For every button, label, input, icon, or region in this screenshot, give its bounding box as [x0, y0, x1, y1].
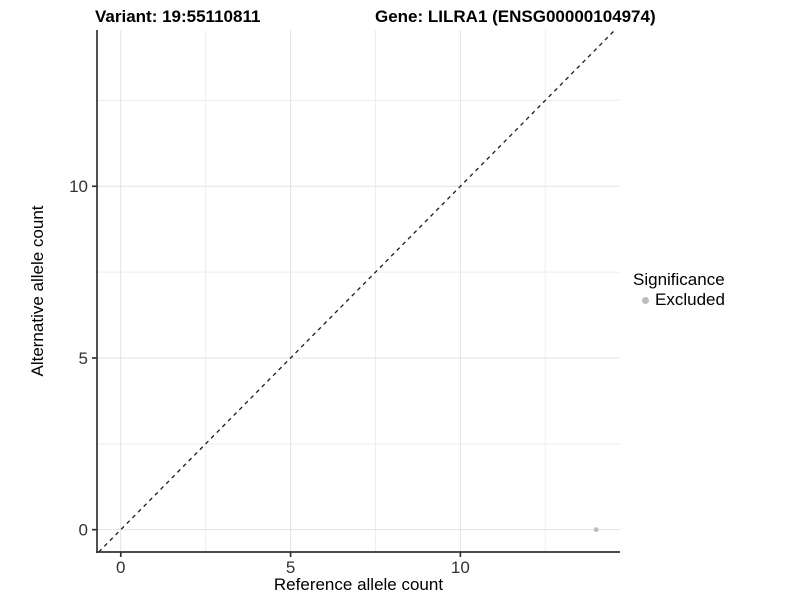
y-tick-label: 10: [69, 177, 88, 196]
legend-title: Significance: [633, 270, 725, 289]
point-key-icon: [642, 296, 649, 304]
legend-item-label: Excluded: [655, 290, 725, 309]
plot-title-variant: Variant: 19:55110811: [95, 7, 261, 26]
x-axis-label: Reference allele count: [273, 575, 444, 594]
plot-title-gene: Gene: LILRA1 (ENSG00000104974): [375, 7, 656, 26]
data-point: [593, 527, 599, 533]
x-tick-label: 0: [116, 558, 125, 577]
y-tick-label: 5: [79, 349, 88, 368]
legend: Significance Excluded: [633, 270, 725, 310]
legend-item-excluded: Excluded: [633, 290, 725, 310]
y-axis-label: Alternative allele count: [28, 205, 47, 377]
y-tick-label: 0: [79, 521, 88, 540]
x-tick-label: 10: [451, 558, 470, 577]
identity-line: [98, 29, 616, 553]
x-tick-label: 5: [286, 558, 295, 577]
